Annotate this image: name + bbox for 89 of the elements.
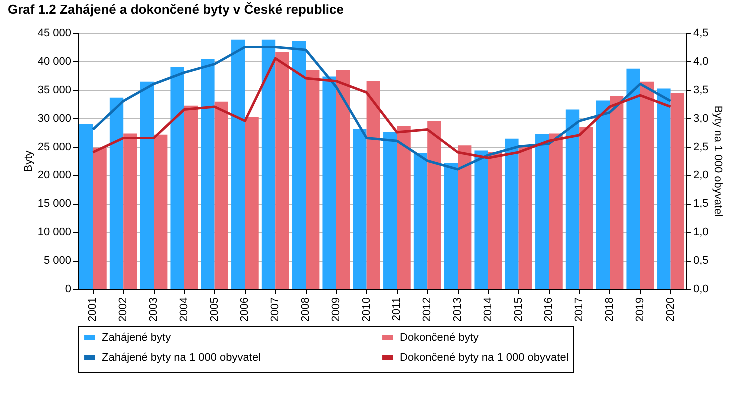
x-tick-label: 2008 (300, 298, 312, 322)
x-tick-label: 2007 (270, 298, 282, 322)
x-tick-label: 2013 (452, 298, 464, 322)
x-tick-label: 2005 (208, 298, 221, 322)
y-tick-label: 45 000 (38, 28, 72, 40)
chart-title: Graf 1.2 Zahájené a dokončené byty v České republice (8, 2, 344, 17)
y2-tick-label: 3,5 (694, 84, 709, 96)
bar (488, 152, 502, 289)
bar (536, 134, 550, 289)
y2-tick-label: 0,0 (694, 284, 709, 296)
bar (93, 148, 107, 289)
y2-tick-label: 1,5 (694, 198, 709, 210)
x-tick-label: 2014 (482, 298, 494, 322)
y-tick-label: 10 000 (38, 226, 72, 239)
y2-tick-label: 4,5 (694, 28, 709, 40)
y-tick-label: 30 000 (38, 112, 72, 125)
bar (397, 126, 411, 289)
legend-label: Zahájené byty (102, 332, 172, 344)
x-tick-label: 2018 (604, 298, 616, 322)
bar (276, 52, 290, 289)
x-tick-label: 2009 (330, 298, 342, 322)
bar (124, 134, 138, 289)
x-tick-label: 2011 (391, 298, 404, 322)
bar (262, 40, 276, 289)
x-tick-label: 2015 (512, 298, 525, 322)
bar (640, 82, 654, 289)
y2-tick-label: 2,5 (694, 141, 709, 154)
bar (353, 129, 367, 289)
x-tick-label: 2003 (148, 298, 160, 322)
bar (110, 98, 124, 289)
y-tick-label: 40 000 (38, 56, 72, 68)
bar (610, 96, 624, 289)
bar (414, 153, 428, 289)
y2-tick-label: 2,0 (694, 170, 709, 182)
y-axis-title: Byty (22, 150, 35, 172)
bar (444, 163, 458, 289)
y2-tick-label: 0,5 (694, 255, 709, 268)
x-tick-label: 2004 (178, 298, 190, 322)
y2-axis-title: Byty na 1 000 obyvatel (712, 106, 724, 218)
bar (201, 59, 215, 289)
bar (170, 67, 184, 289)
bar (670, 93, 684, 289)
x-tick-label: 2010 (360, 298, 373, 322)
bar (292, 42, 306, 289)
bar (184, 106, 198, 289)
x-tick-label: 2017 (574, 298, 586, 322)
bar (657, 88, 671, 289)
bar (80, 124, 94, 289)
line-series (92, 57, 672, 160)
x-tick-label: 2019 (634, 298, 646, 322)
bar (366, 81, 380, 289)
x-tick-label: 2006 (239, 298, 252, 322)
y2-tick-label: 3,0 (694, 112, 709, 125)
y-tick-label: 5 000 (44, 255, 72, 268)
y-tick-label: 0 (65, 284, 72, 296)
bar (336, 70, 350, 289)
y2-tick-label: 1,0 (694, 226, 709, 239)
x-tick-label: 2020 (664, 298, 677, 322)
y-tick-label: 25 000 (38, 141, 72, 154)
x-tick-label: 2012 (422, 298, 434, 322)
bar (154, 134, 168, 289)
legend-label: Dokončené byty na 1 000 obyvatel (400, 352, 569, 364)
x-tick-label: 2002 (118, 298, 130, 322)
x-tick-label: 2016 (543, 298, 556, 322)
bar (580, 127, 594, 289)
bar (306, 70, 320, 289)
bar (549, 134, 563, 289)
y2-tick-label: 4,0 (694, 56, 709, 68)
bar (518, 146, 532, 289)
bar (322, 76, 336, 289)
bar (384, 132, 398, 289)
y-tick-label: 15 000 (38, 198, 72, 210)
bar (626, 68, 640, 289)
x-tick-label: 2001 (87, 298, 100, 322)
bar (245, 117, 259, 289)
bar (428, 121, 442, 289)
bar (596, 100, 610, 289)
bar (566, 110, 580, 289)
y-tick-label: 35 000 (38, 84, 72, 96)
y-tick-label: 20 000 (38, 170, 72, 182)
bar (232, 40, 246, 289)
bar (505, 138, 519, 289)
bar (214, 102, 228, 289)
bar (474, 150, 488, 289)
bar (458, 146, 472, 289)
legend-label: Dokončené byty (400, 332, 480, 344)
bar (140, 82, 154, 289)
line-series (92, 46, 672, 171)
legend-label: Zahájené byty na 1 000 obyvatel (102, 352, 262, 364)
